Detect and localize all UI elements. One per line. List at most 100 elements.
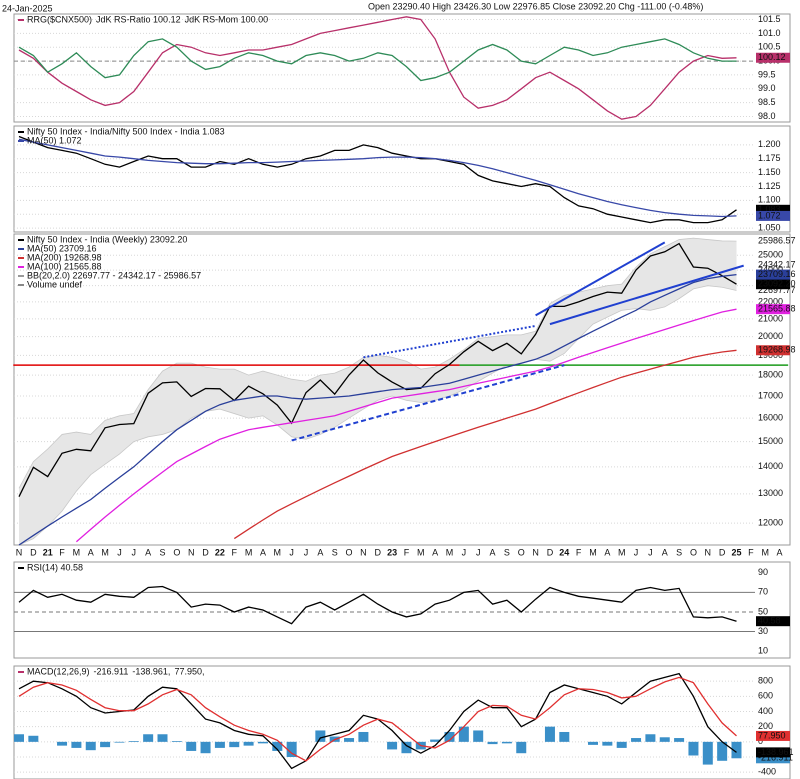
x-tick-label: A — [260, 547, 266, 557]
y-tick-label: 1.200 — [758, 139, 781, 149]
end-tag: 1.083 — [758, 204, 781, 214]
y-tick-label: 1.175 — [758, 153, 781, 163]
y-tick-label: 98.0 — [758, 111, 776, 121]
legend-entry: MA(50) 1.072 — [27, 135, 82, 145]
y-tick-label: 21000 — [758, 313, 783, 323]
end-tag: 77.950 — [758, 730, 786, 740]
panel-frame — [13, 665, 791, 779]
legend-entry: -216.911 — [94, 666, 129, 676]
histogram-bar — [444, 731, 455, 742]
y-tick-label: 20000 — [758, 331, 783, 341]
histogram-bar — [588, 741, 598, 745]
histogram-bar — [516, 741, 527, 754]
end-tag-box — [756, 753, 790, 764]
histogram-bar — [430, 739, 441, 742]
legend-entry: MA(100) 21565.88 — [27, 261, 102, 271]
trendline — [291, 364, 565, 442]
x-tick-label: J — [476, 547, 481, 557]
end-tag-box — [756, 279, 790, 290]
histogram-bar — [602, 741, 613, 746]
trendline — [535, 241, 666, 317]
end-tag-box — [756, 730, 790, 741]
x-tick-label: N — [705, 547, 712, 557]
histogram-bar — [645, 734, 656, 742]
y-tick-label: 200 — [758, 721, 773, 731]
y-tick-label: 101.5 — [758, 14, 781, 24]
legend-entry: Nifty 50 Index - India (Weekly) 23092.20 — [27, 234, 187, 244]
series-line — [18, 38, 737, 82]
x-tick-label: A — [145, 547, 151, 557]
x-tick-label: O — [346, 547, 353, 557]
histogram-bar — [186, 741, 197, 751]
x-tick-label: N — [360, 547, 367, 557]
bollinger-upper — [18, 237, 737, 489]
histogram-bar — [315, 730, 326, 742]
end-tag-box — [756, 616, 790, 627]
histogram-bar — [229, 741, 240, 748]
x-tick-label: 23 — [387, 547, 397, 557]
date: 24-Jan-2025 — [2, 3, 53, 13]
end-tag: 21565.88 — [758, 304, 796, 314]
legend-entry: BB(20,2.0) 22697.77 - 24342.17 - 25986.5… — [27, 270, 201, 280]
end-tag: 100.12 — [758, 52, 786, 62]
y-tick-label: 70 — [758, 587, 768, 597]
histogram-bar — [200, 741, 211, 754]
histogram-bar — [171, 741, 182, 742]
series-line — [75, 308, 737, 543]
x-tick-label: 22 — [215, 547, 225, 557]
y-tick-label: 25000 — [758, 250, 783, 260]
x-tick-label: S — [332, 547, 338, 557]
y-tick-label: 1.125 — [758, 181, 781, 191]
x-tick-label: M — [417, 547, 425, 557]
end-tag: 40.58 — [758, 616, 781, 626]
x-tick-label: A — [432, 547, 438, 557]
y-tick-label: 16000 — [758, 412, 783, 422]
x-tick-label: 25 — [731, 547, 741, 557]
y-tick-label: 800 — [758, 676, 773, 686]
y-tick-label: 18000 — [758, 369, 783, 379]
y-tick-label: 600 — [758, 691, 773, 701]
x-tick-label: A — [777, 547, 783, 557]
histogram-bar — [659, 737, 670, 742]
end-tag-box — [756, 210, 790, 221]
series-line — [18, 585, 737, 625]
ohlc: Open 23290.40 High 23426.30 Low 22976.85… — [368, 1, 703, 11]
legend-entry: MA(200) 19268.98 — [27, 252, 102, 262]
x-tick-label: F — [232, 547, 238, 557]
y-tick-label: 98.5 — [758, 97, 776, 107]
histogram-bar — [544, 726, 555, 742]
x-tick-label: M — [446, 547, 454, 557]
histogram-bar — [358, 731, 369, 742]
x-tick-label: F — [404, 547, 410, 557]
end-tag: -216.911 — [758, 753, 793, 763]
band-tag: 24342.17 — [758, 259, 796, 269]
x-tick-label: M — [589, 547, 597, 557]
histogram-bar — [731, 741, 742, 759]
histogram-bar — [114, 741, 125, 743]
y-tick-label: 22000 — [758, 296, 783, 306]
legend-entry: -138.961, — [132, 666, 170, 676]
y-tick-label: -400 — [758, 767, 776, 777]
x-tick-label: A — [317, 547, 323, 557]
x-tick-label: F — [576, 547, 582, 557]
end-tag: 19268.98 — [758, 345, 796, 355]
x-tick-label: N — [16, 547, 23, 557]
legend-entry: JdK RS-Ratio 100.12 — [96, 14, 181, 24]
histogram-bar — [702, 741, 713, 765]
y-tick-label: 101.0 — [758, 28, 781, 38]
histogram-bar — [631, 738, 642, 742]
histogram-bar — [344, 738, 355, 742]
histogram-bar — [458, 726, 469, 742]
y-tick-label: 30 — [758, 626, 768, 636]
x-tick-label: D — [375, 547, 382, 557]
histogram-bar — [143, 734, 154, 742]
y-tick-label: 13000 — [758, 488, 783, 498]
series-line — [18, 242, 737, 497]
legend-entry: Volume undef — [27, 279, 83, 289]
histogram-bar — [272, 741, 283, 751]
y-tick-label: 1.100 — [758, 195, 781, 205]
panel-frame — [13, 561, 791, 659]
x-tick-label: O — [173, 547, 180, 557]
y-tick-label: 0 — [758, 736, 763, 746]
